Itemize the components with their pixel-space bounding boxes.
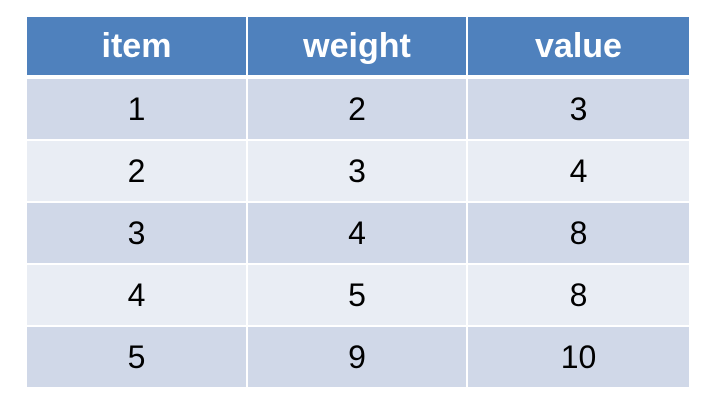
cell-value: 8 [468,203,689,265]
header-weight: weight [248,17,468,79]
table-row: 3 4 8 [27,203,689,265]
cell-weight: 3 [248,141,468,203]
header-item: item [27,17,248,79]
cell-value: 4 [468,141,689,203]
table-row: 4 5 8 [27,265,689,327]
cell-item: 1 [27,79,248,141]
cell-item: 5 [27,327,248,387]
table-header-row: item weight value [27,17,689,79]
data-table-container: item weight value 1 2 3 2 3 4 3 4 8 4 [27,17,689,387]
cell-weight: 9 [248,327,468,387]
knapsack-items-table: item weight value 1 2 3 2 3 4 3 4 8 4 [27,17,689,387]
cell-item: 3 [27,203,248,265]
cell-weight: 2 [248,79,468,141]
cell-weight: 4 [248,203,468,265]
table-row: 2 3 4 [27,141,689,203]
header-value: value [468,17,689,79]
cell-item: 4 [27,265,248,327]
cell-value: 8 [468,265,689,327]
cell-value: 10 [468,327,689,387]
cell-value: 3 [468,79,689,141]
cell-weight: 5 [248,265,468,327]
table-row: 1 2 3 [27,79,689,141]
cell-item: 2 [27,141,248,203]
table-row: 5 9 10 [27,327,689,387]
